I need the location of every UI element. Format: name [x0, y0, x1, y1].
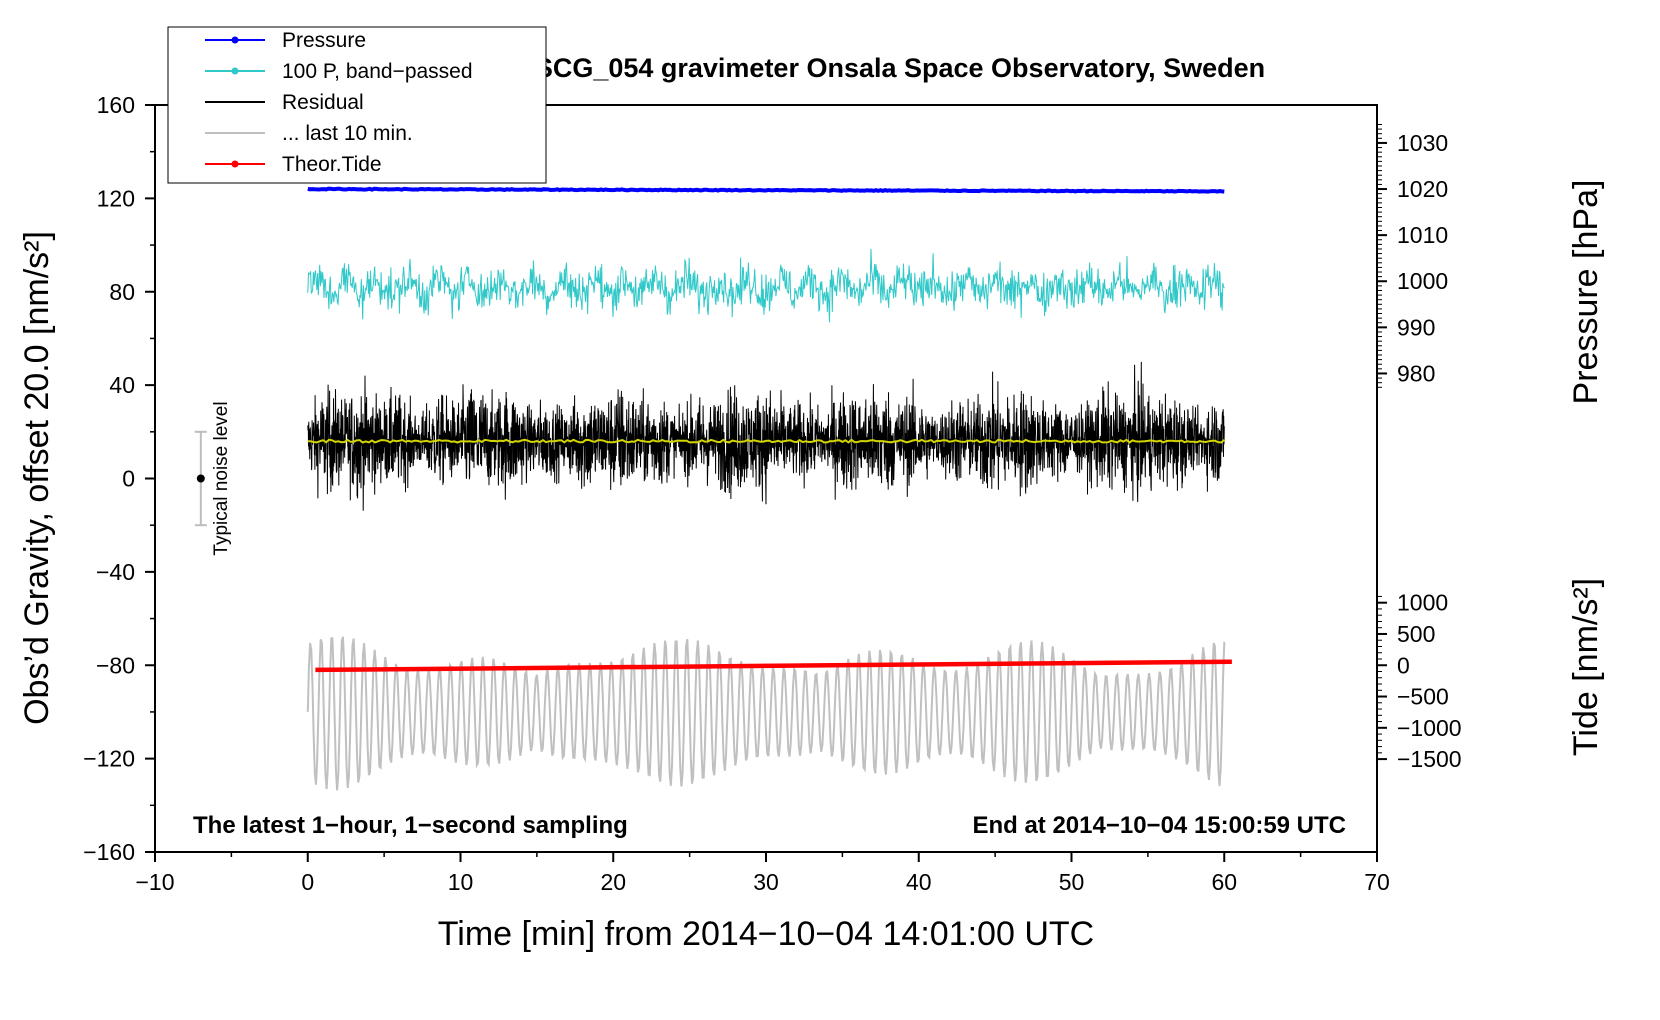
y-tick-label: −120 [83, 746, 135, 772]
y-axis-title-tide: Tide [nm/s²] [1567, 578, 1605, 756]
y-tick-label: −80 [96, 652, 135, 678]
tide-tick-label: −500 [1397, 684, 1449, 710]
pressure-tick-label: 1010 [1397, 222, 1448, 248]
series-pressure [307, 186, 1225, 194]
legend: Pressure 100 P, band−passed Residual ... la… [167, 26, 547, 184]
y-tick-label: 40 [109, 372, 135, 398]
pressure-tick-label: 1000 [1397, 268, 1448, 294]
legend-swatch-marker [231, 36, 239, 44]
legend-label: Residual [282, 91, 364, 114]
x-tick-label: −10 [135, 869, 174, 895]
y-tick-label: 0 [122, 466, 135, 492]
x-tick-label: 60 [1211, 869, 1237, 895]
x-tick-label: 40 [906, 869, 932, 895]
tide-tick-label: 500 [1397, 621, 1435, 647]
legend-box [167, 26, 547, 184]
legend-label: Pressure [282, 29, 366, 52]
noise-center-dot [196, 474, 205, 483]
y-tick-label: 80 [109, 279, 135, 305]
tide-tick-label: 1000 [1397, 590, 1448, 616]
noise-level-label: Typical noise level [211, 401, 232, 555]
series-last-10-min [306, 636, 1226, 791]
tide-tick-label: −1000 [1397, 715, 1462, 741]
legend-label: 100 P, band−passed [282, 60, 473, 83]
x-tick-label: 50 [1059, 869, 1085, 895]
annotation-end-time: End at 2014−10−04 15:00:59 UTC [972, 812, 1346, 839]
x-tick-label: 30 [753, 869, 779, 895]
series-residual-mean [307, 438, 1225, 444]
series-residual [307, 361, 1225, 511]
x-tick-label: 10 [448, 869, 474, 895]
y-tick-label: 120 [97, 185, 135, 211]
annotation-sampling: The latest 1−hour, 1−second sampling [193, 812, 628, 839]
tide-tick-label: 0 [1397, 652, 1410, 678]
y-tick-label: −160 [83, 839, 135, 865]
x-tick-label: 20 [600, 869, 626, 895]
legend-swatch-marker [231, 160, 239, 168]
series-band-passed-pressure [307, 248, 1225, 323]
pressure-tick-label: 1030 [1397, 130, 1448, 156]
legend-label: ... last 10 min. [282, 122, 413, 145]
x-tick-label: 70 [1364, 869, 1390, 895]
y-axis-title-left: Obs’d Gravity, offset 20.0 [nm/s²] [18, 231, 56, 725]
y-tick-label: −40 [96, 559, 135, 585]
tide-tick-label: −1500 [1397, 746, 1462, 772]
axes-layer: −10 0 10 20 30 40 50 60 7016012080400−40−80−120−… [83, 92, 1461, 895]
x-axis-title: Time [min] from 2014−10−04 14:01:00 UTC [438, 915, 1094, 953]
chart-title: SCG_054 gravimeter Onsala Space Observat… [535, 53, 1265, 83]
x-tick-label: 0 [301, 869, 314, 895]
y-axis-title-pressure: Pressure [hPa] [1567, 180, 1605, 405]
legend-swatch-marker [231, 67, 239, 75]
noise-level-indicator: Typical noise level [194, 401, 232, 556]
pressure-tick-label: 990 [1397, 314, 1435, 340]
pressure-tick-label: 980 [1397, 360, 1435, 386]
legend-label: Theor.Tide [282, 153, 382, 176]
series-theor-tide [315, 659, 1232, 673]
pressure-tick-label: 1020 [1397, 176, 1448, 202]
series-layer [306, 186, 1232, 791]
y-tick-label: 160 [97, 92, 135, 118]
